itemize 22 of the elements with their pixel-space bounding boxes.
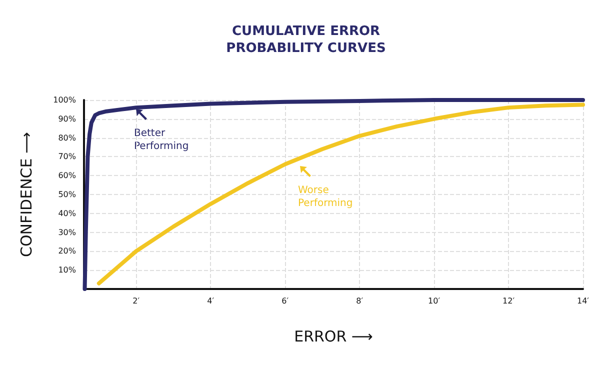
chart-title: CUMULATIVE ERROR PROBABILITY CURVES bbox=[226, 24, 386, 56]
y-tick-label: 90% bbox=[58, 114, 76, 124]
x-tick-label: 12′ bbox=[502, 296, 515, 306]
x-tick-label: 8′ bbox=[356, 296, 364, 306]
annotation: Worse Performing bbox=[298, 185, 353, 209]
y-tick-label: 50% bbox=[58, 190, 76, 199]
x-axis-title: ERROR ⟶ bbox=[294, 328, 373, 346]
x-tick-label: 10′ bbox=[428, 296, 440, 306]
x-tick-label: 4′ bbox=[207, 296, 214, 306]
y-tick-label: 30% bbox=[58, 228, 76, 237]
x-tick-label: 6′ bbox=[282, 296, 289, 306]
y-axis-title: CONFIDENCE ⟶ bbox=[18, 132, 36, 258]
y-tick-label: 70% bbox=[58, 152, 76, 162]
y-tick-label: 60% bbox=[58, 171, 76, 180]
annotation: Better Performing bbox=[134, 128, 189, 152]
x-tick-label: 14′ bbox=[577, 296, 590, 306]
y-tick-label: 80% bbox=[58, 133, 76, 142]
y-tick-label: 20% bbox=[58, 246, 76, 256]
y-tick-label: 100% bbox=[53, 96, 76, 104]
y-tick-label: 40% bbox=[58, 208, 76, 218]
x-tick-label: 2′ bbox=[132, 296, 140, 306]
y-tick-label: 10% bbox=[58, 266, 76, 275]
